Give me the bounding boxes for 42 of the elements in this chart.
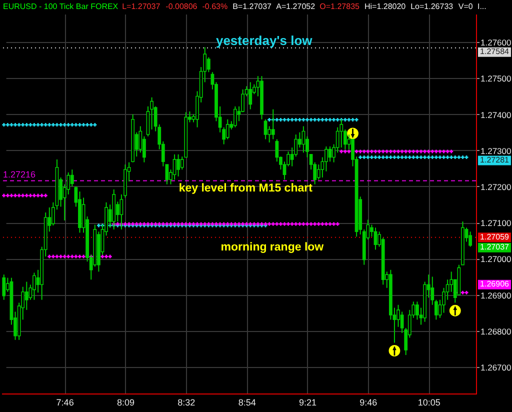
x-tick-label: 8:32	[178, 398, 196, 408]
x-tick-label: 9:21	[298, 398, 317, 408]
ref-line-label: 1.27059	[480, 232, 510, 242]
candlestick	[172, 154, 176, 180]
y-tick-label: 1.26900	[480, 290, 512, 300]
ref-line-label: 1.27584	[480, 47, 510, 56]
x-tick-label: 10:05	[418, 398, 440, 408]
x-tick-label: 8:09	[116, 398, 135, 408]
candlestick	[374, 227, 378, 250]
x-tick-label: 9:46	[360, 398, 378, 408]
x-tick-label: 8:54	[238, 398, 256, 408]
y-tick-label: 1.27300	[480, 146, 512, 156]
candlestick	[234, 106, 237, 128]
candlestick	[70, 169, 74, 187]
y-tick-label: 1.27500	[480, 74, 512, 84]
annotation: key level from M15 chart	[178, 182, 313, 195]
y-tick-label: 1.27100	[480, 218, 512, 228]
text: 1.27037	[480, 242, 509, 252]
candlestick	[24, 281, 28, 310]
x-tick-label: 7:46	[56, 398, 74, 408]
text: L=1.27037 -0.00806 -0.63% B=1.27037 A=1.27052 O=1.27835 Hi=1.28020 Lo=1.26733 V=0 I...	[122, 2, 486, 11]
chart-title: EURUSD - 100 Tick Bar FOREX	[3, 2, 119, 11]
candlestick	[165, 164, 169, 185]
y-tick-label: 1.27400	[480, 110, 512, 120]
data-label: 1.26906	[480, 280, 510, 289]
y-tick-label: 1.27000	[480, 254, 512, 264]
y-tick-label: 1.26700	[480, 362, 512, 372]
annotation: morning range low	[220, 241, 324, 254]
candlestick	[248, 82, 252, 110]
data-label: 1.27281	[480, 156, 510, 165]
y-tick-label: 1.26800	[480, 326, 512, 336]
candlestick	[32, 272, 36, 300]
y-tick-label: 1.27600	[480, 38, 512, 48]
candlestick	[206, 56, 210, 73]
annotation: yesterday's low	[216, 32, 314, 48]
ref-line-label: 1.27216	[3, 170, 36, 180]
point	[388, 345, 400, 356]
candlestick	[468, 231, 472, 248]
y-tick-label: 1.27200	[480, 182, 512, 192]
candlestick	[416, 301, 419, 320]
candlestick	[2, 274, 6, 300]
candlestick	[176, 154, 180, 177]
